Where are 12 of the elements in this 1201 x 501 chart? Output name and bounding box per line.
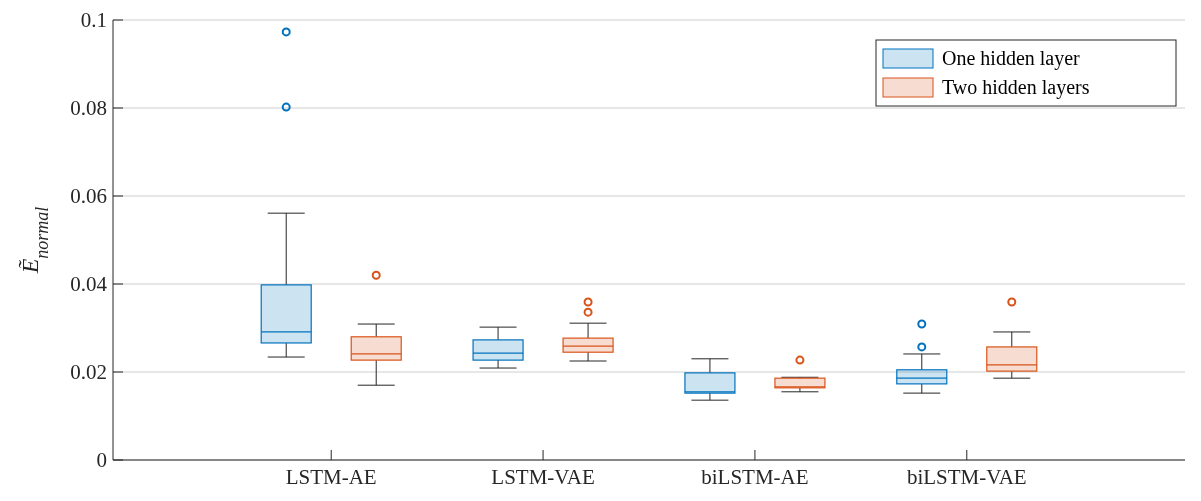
legend-label: One hidden layer xyxy=(942,47,1081,70)
x-tick-label: LSTM-VAE xyxy=(491,465,595,489)
x-tick-label: biLSTM-VAE xyxy=(906,465,1027,489)
x-tick-label: biLSTM-AE xyxy=(701,465,809,489)
y-tick-label: 0 xyxy=(96,448,107,473)
x-tick-label: LSTM-AE xyxy=(285,465,377,489)
legend-label: Two hidden layers xyxy=(942,76,1090,99)
y-tick-label: 0.08 xyxy=(70,96,107,121)
y-tick-label: 0.06 xyxy=(70,184,107,209)
y-tick-label: 0.1 xyxy=(80,8,107,33)
y-tick-label: 0.04 xyxy=(70,272,108,297)
y-tick-label: 0.02 xyxy=(70,360,107,385)
